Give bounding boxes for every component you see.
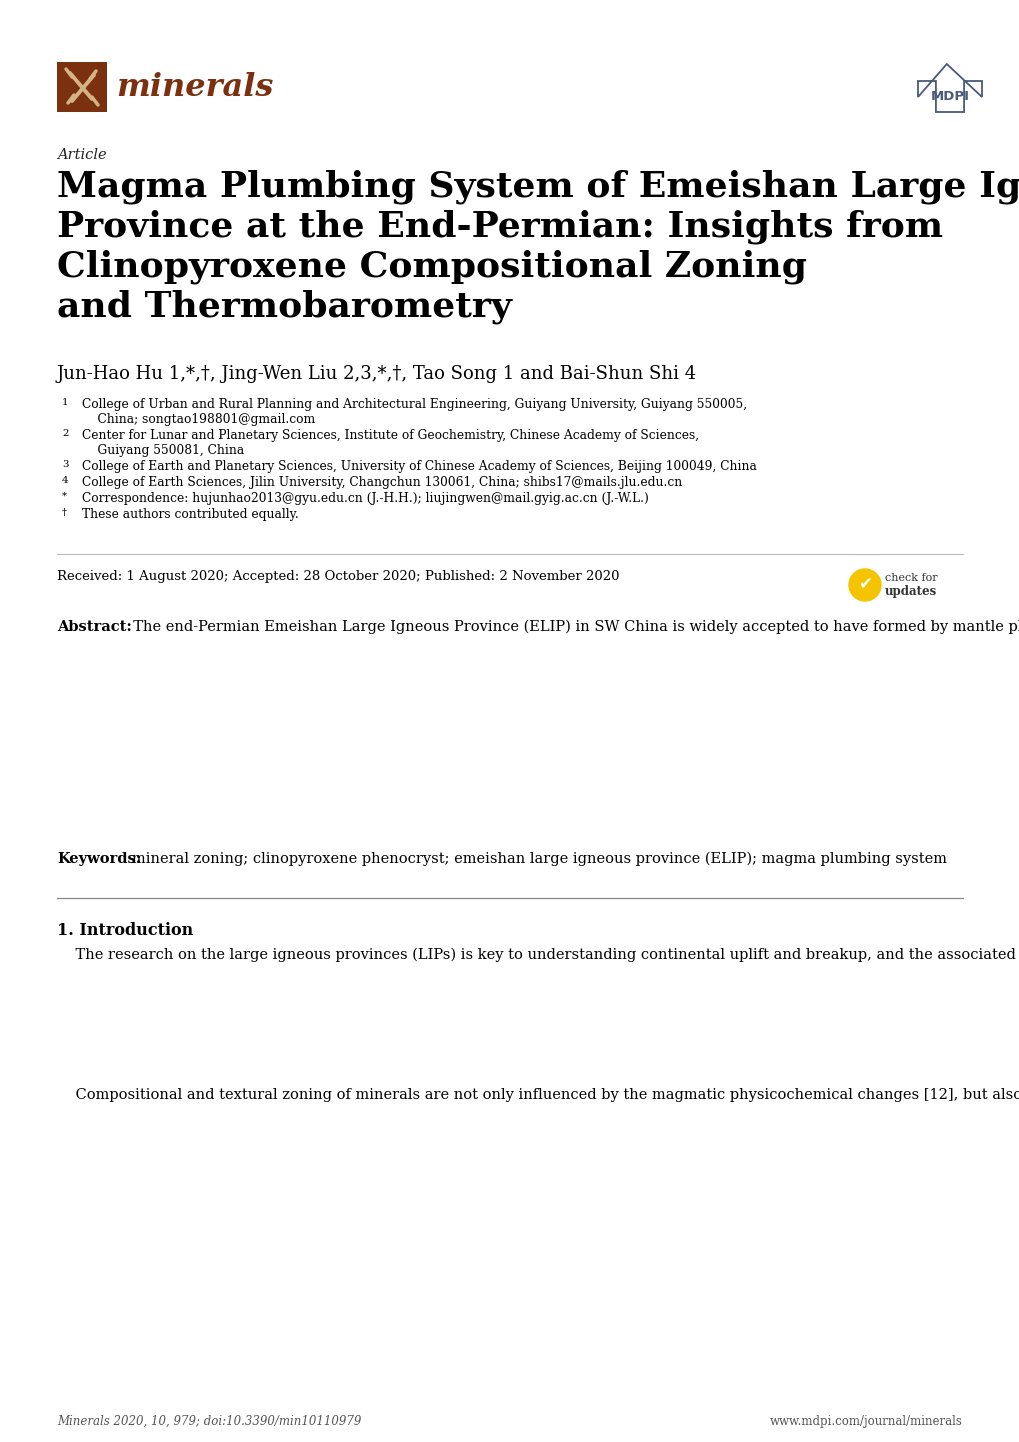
- Text: The research on the large igneous provinces (LIPs) is key to understanding conti: The research on the large igneous provin…: [57, 947, 1019, 962]
- Text: Minerals 2020, 10, 979; doi:10.3390/min10110979: Minerals 2020, 10, 979; doi:10.3390/min1…: [57, 1415, 361, 1428]
- Text: Center for Lunar and Planetary Sciences, Institute of Geochemistry, Chinese Acad: Center for Lunar and Planetary Sciences,…: [82, 430, 698, 457]
- Text: †: †: [62, 508, 67, 518]
- Text: *: *: [62, 492, 67, 500]
- Text: Received: 1 August 2020; Accepted: 28 October 2020; Published: 2 November 2020: Received: 1 August 2020; Accepted: 28 Oc…: [57, 570, 619, 583]
- FancyBboxPatch shape: [57, 62, 107, 112]
- Text: 1. Introduction: 1. Introduction: [57, 921, 193, 939]
- Text: mineral zoning; clinopyroxene phenocryst; emeishan large igneous province (ELIP): mineral zoning; clinopyroxene phenocryst…: [131, 852, 946, 867]
- Text: minerals: minerals: [116, 72, 273, 102]
- Text: MDPI: MDPI: [929, 89, 968, 102]
- Text: 1: 1: [62, 398, 68, 407]
- Text: 4: 4: [62, 476, 68, 485]
- Text: Compositional and textural zoning of minerals are not only influenced by the mag: Compositional and textural zoning of min…: [57, 1089, 1019, 1102]
- Text: Province at the End-Permian: Insights from: Province at the End-Permian: Insights fr…: [57, 211, 943, 245]
- Text: www.mdpi.com/journal/minerals: www.mdpi.com/journal/minerals: [769, 1415, 962, 1428]
- Text: The end-Permian Emeishan Large Igneous Province (ELIP) in SW China is widely acc: The end-Permian Emeishan Large Igneous P…: [124, 620, 1019, 634]
- Text: check for: check for: [884, 572, 936, 583]
- Text: College of Earth Sciences, Jilin University, Changchun 130061, China; shibs17@ma: College of Earth Sciences, Jilin Univers…: [82, 476, 682, 489]
- Text: College of Urban and Rural Planning and Architectural Engineering, Guiyang Unive: College of Urban and Rural Planning and …: [82, 398, 746, 425]
- Text: 3: 3: [62, 460, 68, 469]
- Text: and Thermobarometry: and Thermobarometry: [57, 290, 512, 324]
- Text: Keywords:: Keywords:: [57, 852, 141, 867]
- Text: Jun-Hao Hu 1,*,†, Jing-Wen Liu 2,3,*,†, Tao Song 1 and Bai-Shun Shi 4: Jun-Hao Hu 1,*,†, Jing-Wen Liu 2,3,*,†, …: [57, 365, 696, 384]
- Polygon shape: [917, 63, 981, 112]
- Text: Clinopyroxene Compositional Zoning: Clinopyroxene Compositional Zoning: [57, 249, 806, 284]
- Text: updates: updates: [884, 584, 936, 597]
- Text: Abstract:: Abstract:: [57, 620, 131, 634]
- Circle shape: [848, 570, 880, 601]
- Text: Article: Article: [57, 149, 107, 162]
- Text: ✔: ✔: [857, 575, 871, 593]
- Text: Magma Plumbing System of Emeishan Large Igneous: Magma Plumbing System of Emeishan Large …: [57, 170, 1019, 205]
- Text: 2: 2: [62, 430, 68, 438]
- Text: Correspondence: hujunhao2013@gyu.edu.cn (J.-H.H.); liujingwen@mail.gyig.ac.cn (J: Correspondence: hujunhao2013@gyu.edu.cn …: [82, 492, 648, 505]
- Text: College of Earth and Planetary Sciences, University of Chinese Academy of Scienc: College of Earth and Planetary Sciences,…: [82, 460, 756, 473]
- Text: These authors contributed equally.: These authors contributed equally.: [82, 508, 299, 521]
